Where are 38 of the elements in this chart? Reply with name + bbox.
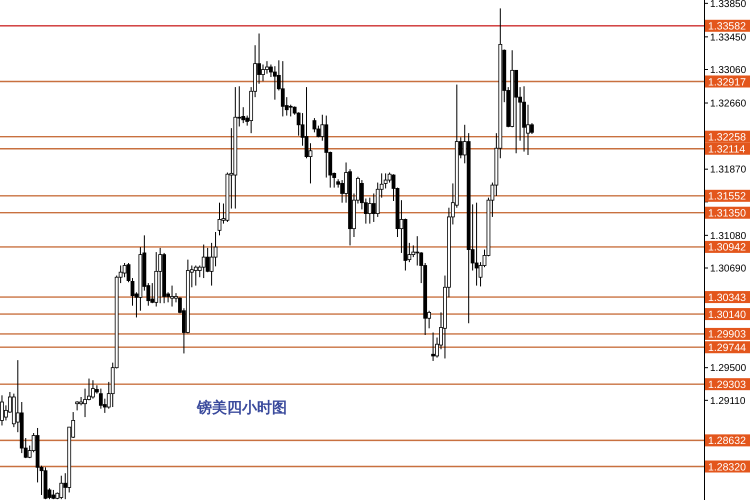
ref-label: 1.29303 <box>705 378 750 391</box>
ref-line-label: 1.28632 <box>708 435 746 448</box>
y-tick-label: 1.32660 <box>710 98 747 110</box>
y-tick-label: 1.31080 <box>710 230 747 242</box>
y-tick-label: 1.29110 <box>710 396 746 407</box>
ref-line-label: 1.33582 <box>708 20 746 33</box>
y-tick-label: 1.29500 <box>710 363 747 374</box>
ref-line-label: 1.29744 <box>708 342 746 354</box>
ref-label: 1.30343 <box>705 291 750 304</box>
ref-label: 1.33582 <box>705 20 750 33</box>
ref-label: 1.30942 <box>705 240 750 254</box>
ref-label: 1.29744 <box>705 341 750 354</box>
ref-line-label: 1.31350 <box>708 208 746 220</box>
ref-line-label: 1.28320 <box>708 461 746 474</box>
ref-line-label: 1.32258 <box>708 131 746 144</box>
ref-line-label: 1.31552 <box>708 190 746 203</box>
ref-label: 1.32258 <box>705 130 750 144</box>
y-tick-label: 1.33060 <box>710 65 747 76</box>
ref-label: 1.32917 <box>705 76 750 88</box>
ref-label: 1.28320 <box>705 460 750 474</box>
ref-line-label: 1.30942 <box>708 242 746 254</box>
ref-line-label: 1.30343 <box>708 292 746 304</box>
y-tick-label: 1.30690 <box>710 264 747 275</box>
y-tick-label: 1.31870 <box>710 164 747 176</box>
ref-label: 1.29903 <box>705 328 750 341</box>
ref-label: 1.31350 <box>705 206 750 220</box>
ref-line-label: 1.32114 <box>708 144 746 156</box>
ref-label: 1.31552 <box>705 190 750 203</box>
ref-label: 1.28632 <box>705 434 750 448</box>
ref-line-label: 1.29303 <box>708 378 746 391</box>
y-tick-label: 1.33450 <box>710 32 747 44</box>
ref-line-label: 1.30140 <box>708 308 746 321</box>
annotation: 镑美四小时图 <box>196 398 288 416</box>
y-tick-label: 1.33850 <box>710 0 747 10</box>
ref-line-label: 1.32917 <box>708 76 746 88</box>
ref-label: 1.32114 <box>705 142 750 156</box>
ref-label: 1.30140 <box>705 308 750 321</box>
ref-line-label: 1.29903 <box>708 328 746 341</box>
